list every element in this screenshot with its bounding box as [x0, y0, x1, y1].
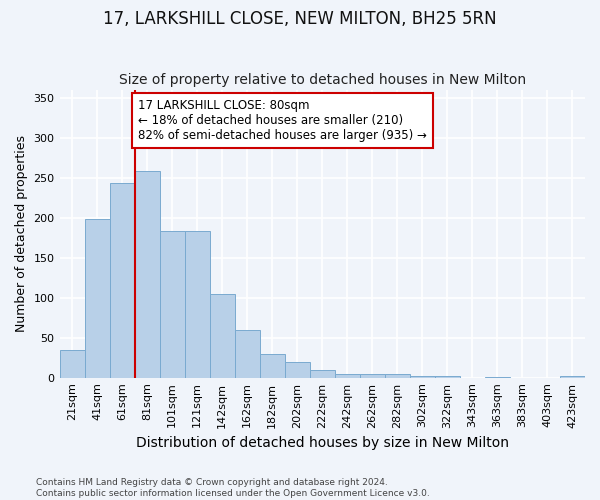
Bar: [485, 377, 510, 378]
Bar: [385, 374, 410, 378]
Bar: [560, 376, 585, 378]
Bar: [85, 219, 110, 378]
Text: 17, LARKSHILL CLOSE, NEW MILTON, BH25 5RN: 17, LARKSHILL CLOSE, NEW MILTON, BH25 5R…: [103, 10, 497, 28]
Bar: [209, 294, 235, 378]
Bar: [134, 171, 160, 378]
Title: Size of property relative to detached houses in New Milton: Size of property relative to detached ho…: [119, 73, 526, 87]
Y-axis label: Number of detached properties: Number of detached properties: [15, 135, 28, 332]
Bar: [360, 374, 385, 378]
Bar: [335, 374, 360, 378]
Bar: [59, 350, 85, 378]
Bar: [185, 231, 209, 378]
Bar: [260, 354, 285, 378]
Text: Contains HM Land Registry data © Crown copyright and database right 2024.
Contai: Contains HM Land Registry data © Crown c…: [36, 478, 430, 498]
X-axis label: Distribution of detached houses by size in New Milton: Distribution of detached houses by size …: [136, 436, 509, 450]
Bar: [110, 183, 134, 378]
Bar: [310, 370, 335, 378]
Bar: [435, 376, 460, 378]
Bar: [160, 231, 185, 378]
Bar: [410, 376, 435, 378]
Bar: [285, 362, 310, 378]
Bar: [235, 330, 260, 378]
Text: 17 LARKSHILL CLOSE: 80sqm
← 18% of detached houses are smaller (210)
82% of semi: 17 LARKSHILL CLOSE: 80sqm ← 18% of detac…: [139, 99, 427, 142]
